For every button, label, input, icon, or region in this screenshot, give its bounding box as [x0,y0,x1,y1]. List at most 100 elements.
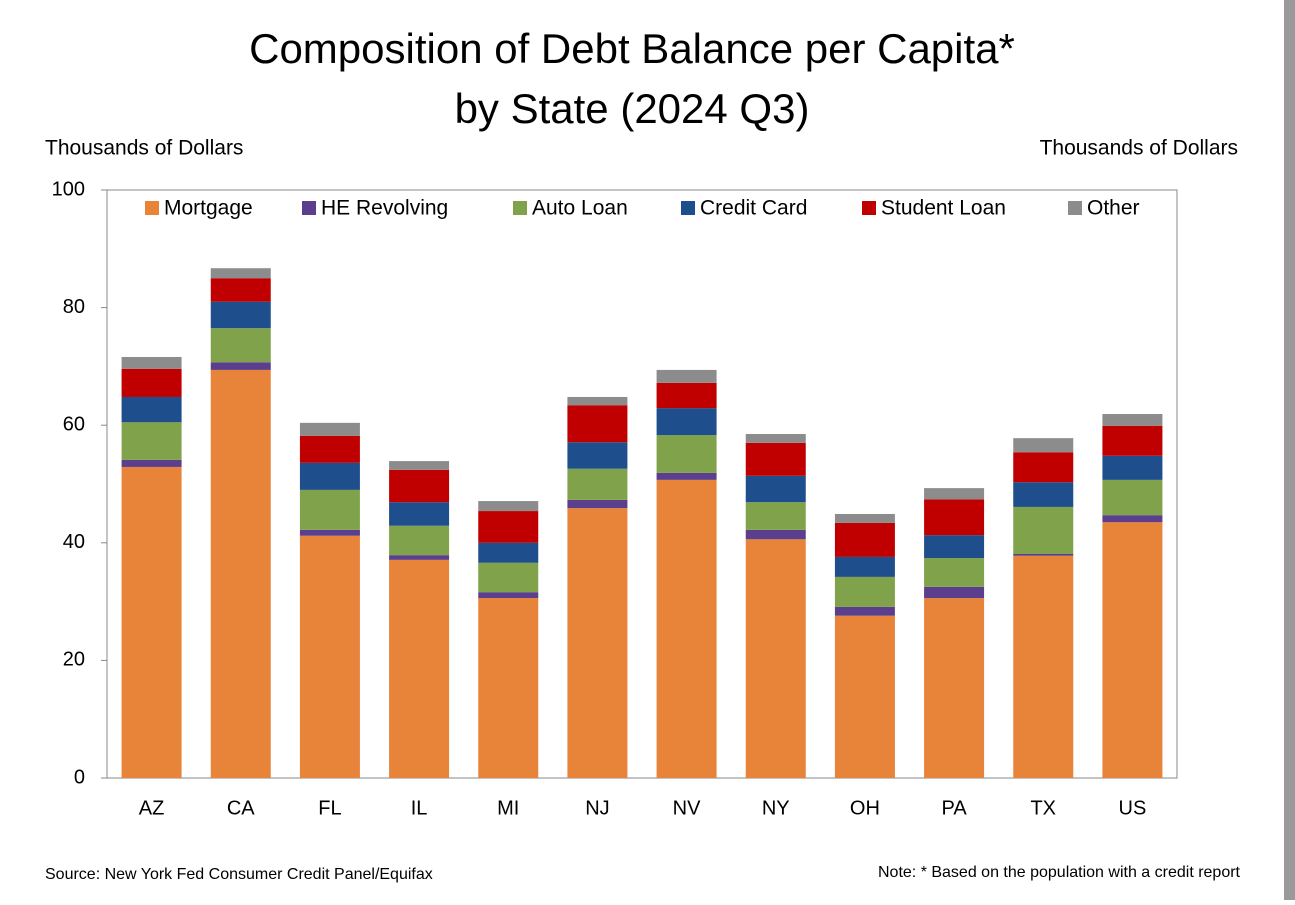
bar-segment [389,469,450,503]
bar-segment [1013,553,1074,556]
bar-segment [478,501,539,512]
bar-segment [299,462,360,490]
legend-swatch [1068,201,1082,215]
note: Note: * Based on the population with a c… [878,864,1241,881]
legend-label: HE Revolving [321,197,448,220]
bar-segment [210,268,271,279]
legend-label: Credit Card [700,197,807,220]
bar-segment [834,576,895,607]
bar-segment [656,369,717,383]
legend-label: Mortgage [164,197,253,220]
bar-segment [389,461,450,470]
bar-segment [656,382,717,409]
bar-segment [121,422,182,460]
bar-segment [389,502,450,526]
bar-segment [1102,414,1163,426]
bar-segment [567,442,628,469]
bar-segment [121,466,182,778]
legend-label: Auto Loan [532,197,628,220]
x-tick-label: TX [1030,797,1056,819]
bar-segment [567,405,628,443]
bar-segment [121,368,182,397]
bar-segment [834,556,895,577]
bar-segment [1013,555,1074,778]
bar-segment [745,502,806,530]
bar-segment [567,508,628,778]
bar-segment [924,488,985,500]
bar-segment [567,468,628,500]
bar-segment [567,396,628,406]
bar-segment [478,562,539,593]
chart-title: by State (2024 Q3) [455,85,810,132]
x-tick-label: CA [227,797,255,819]
x-tick-label: FL [318,797,341,819]
x-tick-label: IL [411,797,428,819]
bar-segment [210,328,271,363]
bar-segment [1013,482,1074,507]
x-tick-label: PA [941,797,967,819]
bar-segment [924,558,985,587]
y-tick-label: 20 [63,649,85,671]
bar-segment [834,606,895,616]
x-tick-label: AZ [139,797,165,819]
bar-segment [210,278,271,302]
bar-segment [121,396,182,423]
y-tick-label: 40 [63,531,85,553]
y-tick-label: 60 [63,413,85,435]
bar-segment [389,525,450,556]
bar-segment [210,369,271,778]
legend-swatch [513,201,527,215]
legend-label: Student Loan [881,197,1006,220]
legend-swatch [862,201,876,215]
bar-segment [1102,522,1163,778]
bar-segment [1102,515,1163,523]
bar-segment [1102,425,1163,456]
chart-title: Composition of Debt Balance per Capita* [249,25,1015,72]
bar-segment [656,435,717,473]
bar-segment [478,598,539,778]
bar-segment [1013,452,1074,483]
bar-segment [389,559,450,778]
bar-segment [834,513,895,523]
x-tick-label: NY [762,797,790,819]
bar-segment [121,356,182,369]
bar-segment [656,408,717,436]
x-tick-label: MI [497,797,519,819]
legend-label: Other [1087,197,1140,220]
x-tick-label: US [1119,797,1147,819]
bar-segment [924,499,985,536]
legend-swatch [145,201,159,215]
bar-segment [745,434,806,443]
side-strip [1284,0,1295,900]
plot-frame [106,189,1178,779]
bar-segment [834,522,895,557]
bar-segment [745,539,806,778]
bar-segment [299,529,360,536]
bar-segment [121,459,182,467]
y-tick-label: 80 [63,296,85,318]
bar-segment [656,472,717,480]
bar-segment [210,362,271,370]
y-axis-label: Thousands of Dollars [45,137,243,160]
y-tick-label: 0 [74,766,85,788]
bar-segment [478,542,539,563]
bar-segment [299,489,360,530]
legend-swatch [302,201,316,215]
legend-swatch [681,201,695,215]
bar-segment [745,529,806,540]
bar-segment [299,535,360,778]
bar-segment [1102,479,1163,516]
bar-segment [656,479,717,778]
bar-segment [210,301,271,329]
bar-segment [478,592,539,599]
y-tick-label: 100 [52,178,85,200]
bar-segment [567,499,628,509]
x-tick-label: OH [850,797,880,819]
bar-segment [834,615,895,778]
bar-segment [299,435,360,463]
bar-segment [478,511,539,543]
x-tick-label: NV [673,797,701,819]
bar-segment [745,475,806,503]
